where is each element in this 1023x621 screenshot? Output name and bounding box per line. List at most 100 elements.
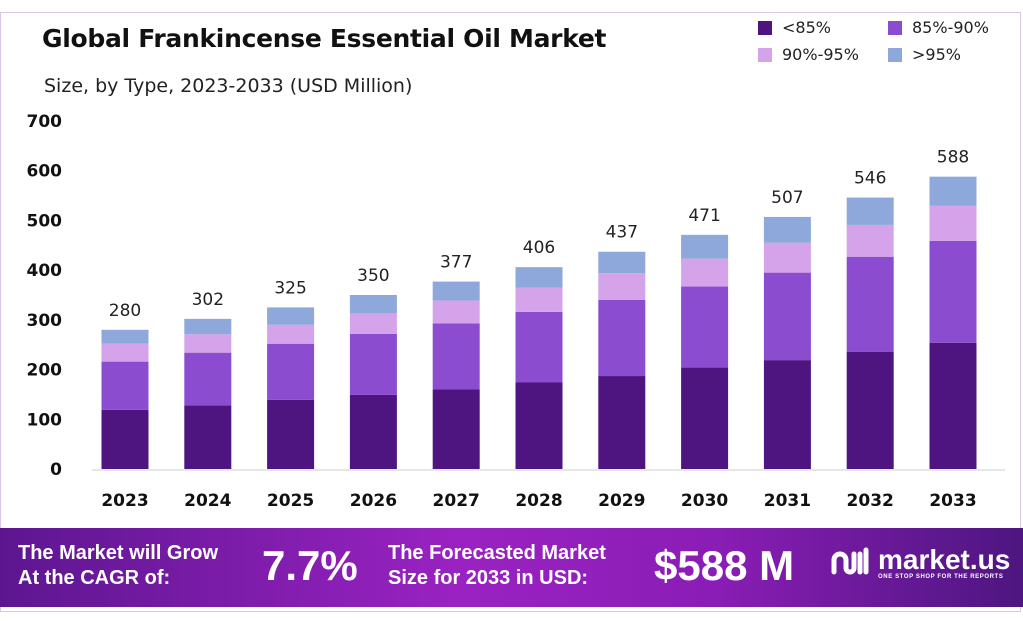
- bar-segment: [432, 389, 480, 469]
- legend-label: 90%-95%: [782, 45, 859, 64]
- x-tick-label: 2024: [184, 491, 231, 511]
- bar-segment: [515, 287, 563, 312]
- data-label: 302: [192, 290, 224, 310]
- bar-segment: [763, 216, 811, 243]
- bar-segment: [763, 272, 811, 361]
- bar-segment: [349, 295, 397, 314]
- bar-segment: [846, 256, 894, 352]
- bar-segment: [101, 409, 149, 469]
- bar-segment: [349, 394, 397, 469]
- legend-item-lt85: <85%: [758, 18, 888, 37]
- legend-swatch: [888, 20, 902, 35]
- bar-segment: [846, 351, 894, 469]
- cagr-label: The Market will Grow At the CAGR of:: [18, 541, 218, 591]
- data-label: 507: [771, 188, 803, 208]
- data-label: 588: [937, 148, 969, 168]
- cagr-label-line2: At the CAGR of:: [18, 567, 171, 589]
- chart-title: Global Frankincense Essential Oil Market: [42, 24, 607, 53]
- bar-segment: [432, 323, 480, 390]
- bar-segment: [598, 273, 646, 300]
- legend-label: >95%: [912, 45, 961, 64]
- bar-segment: [598, 376, 646, 469]
- forecast-value: $588 M: [654, 542, 795, 589]
- bar-segment: [681, 258, 729, 287]
- y-tick-label: 400: [27, 261, 63, 281]
- bar-segment: [267, 307, 315, 325]
- data-label: 350: [357, 266, 389, 286]
- chart-frame: [0, 12, 1021, 612]
- data-label: 406: [523, 238, 555, 258]
- bar-segment: [267, 343, 315, 400]
- legend-swatch: [758, 47, 772, 62]
- x-tick-label: 2033: [929, 491, 976, 511]
- bar-segment: [846, 224, 894, 257]
- bar-segment: [681, 234, 729, 259]
- y-tick-label: 600: [27, 162, 63, 182]
- bar-segment: [101, 361, 149, 410]
- bar-segment: [929, 342, 977, 469]
- bar-segment: [681, 286, 729, 368]
- bar-chart: 0 100 200 300 400 500 600 700 280 2023 302 2024 325 2…: [27, 112, 1005, 511]
- x-tick-label: 2027: [433, 491, 480, 511]
- bar-segment: [349, 313, 397, 334]
- legend: <85% 85%-90% 90%-95% >95%: [758, 18, 1018, 64]
- market-us-logo-icon: [831, 547, 869, 575]
- bar-segment: [267, 399, 315, 469]
- y-tick-label: 300: [27, 311, 63, 331]
- legend-item-gt95: >95%: [888, 45, 1018, 64]
- bar-segment: [763, 242, 811, 273]
- bar-segment: [184, 405, 232, 469]
- data-label: 377: [440, 253, 472, 273]
- bar-segment: [763, 360, 811, 469]
- y-tick-label: 100: [27, 410, 63, 430]
- data-label: 471: [688, 206, 720, 226]
- x-tick-label: 2025: [267, 491, 314, 511]
- y-tick-label: 200: [27, 361, 63, 381]
- data-label: 546: [854, 169, 886, 189]
- bar-segment: [184, 334, 232, 353]
- bar-segment: [929, 240, 977, 343]
- x-tick-label: 2028: [515, 491, 562, 511]
- bar-segment: [515, 382, 563, 469]
- market-us-logo: market.us ONE STOP SHOP FOR THE REPORTS: [830, 546, 1010, 580]
- legend-swatch: [888, 47, 902, 62]
- bar-segment: [101, 329, 149, 344]
- logo-text: market.us: [878, 544, 1011, 575]
- forecast-label-line1: The Forecasted Market: [388, 542, 606, 564]
- data-label: 437: [606, 223, 638, 243]
- legend-item-90-95: 90%-95%: [758, 45, 888, 64]
- bar-segment: [929, 205, 977, 241]
- x-tick-label: 2031: [764, 491, 811, 511]
- bar-segment: [432, 281, 480, 301]
- bar-segment: [432, 300, 480, 324]
- y-tick-label: 700: [27, 112, 63, 132]
- legend-swatch: [758, 20, 772, 35]
- bar-segment: [598, 251, 646, 274]
- chart-subtitle: Size, by Type, 2023-2033 (USD Million): [44, 75, 413, 97]
- summary-banner: The Market will Grow At the CAGR of: 7.7…: [0, 528, 1023, 607]
- data-label: 325: [274, 278, 306, 298]
- bar-segment: [846, 197, 894, 225]
- bar-segment: [349, 333, 397, 395]
- bar-segment: [184, 352, 232, 406]
- y-tick-label: 500: [27, 211, 63, 231]
- logo-tagline: ONE STOP SHOP FOR THE REPORTS: [878, 574, 1004, 580]
- x-tick-label: 2032: [847, 491, 894, 511]
- bar-segment: [515, 311, 563, 383]
- bar-segment: [267, 324, 315, 344]
- legend-item-85-90: 85%-90%: [888, 18, 1018, 37]
- data-label: 280: [109, 301, 141, 321]
- x-tick-label: 2026: [350, 491, 397, 511]
- bar-segment: [598, 299, 646, 377]
- x-tick-label: 2030: [681, 491, 728, 511]
- forecast-label: The Forecasted Market Size for 2033 in U…: [388, 541, 606, 591]
- cagr-value: 7.7%: [262, 542, 358, 589]
- legend-label: <85%: [782, 18, 831, 37]
- x-tick-label: 2029: [598, 491, 645, 511]
- bar-segment: [184, 318, 232, 335]
- legend-label: 85%-90%: [912, 18, 989, 37]
- bar-segment: [515, 267, 563, 288]
- x-tick-label: 2023: [101, 491, 148, 511]
- y-tick-label: 0: [50, 460, 62, 480]
- cagr-label-line1: The Market will Grow: [18, 542, 219, 564]
